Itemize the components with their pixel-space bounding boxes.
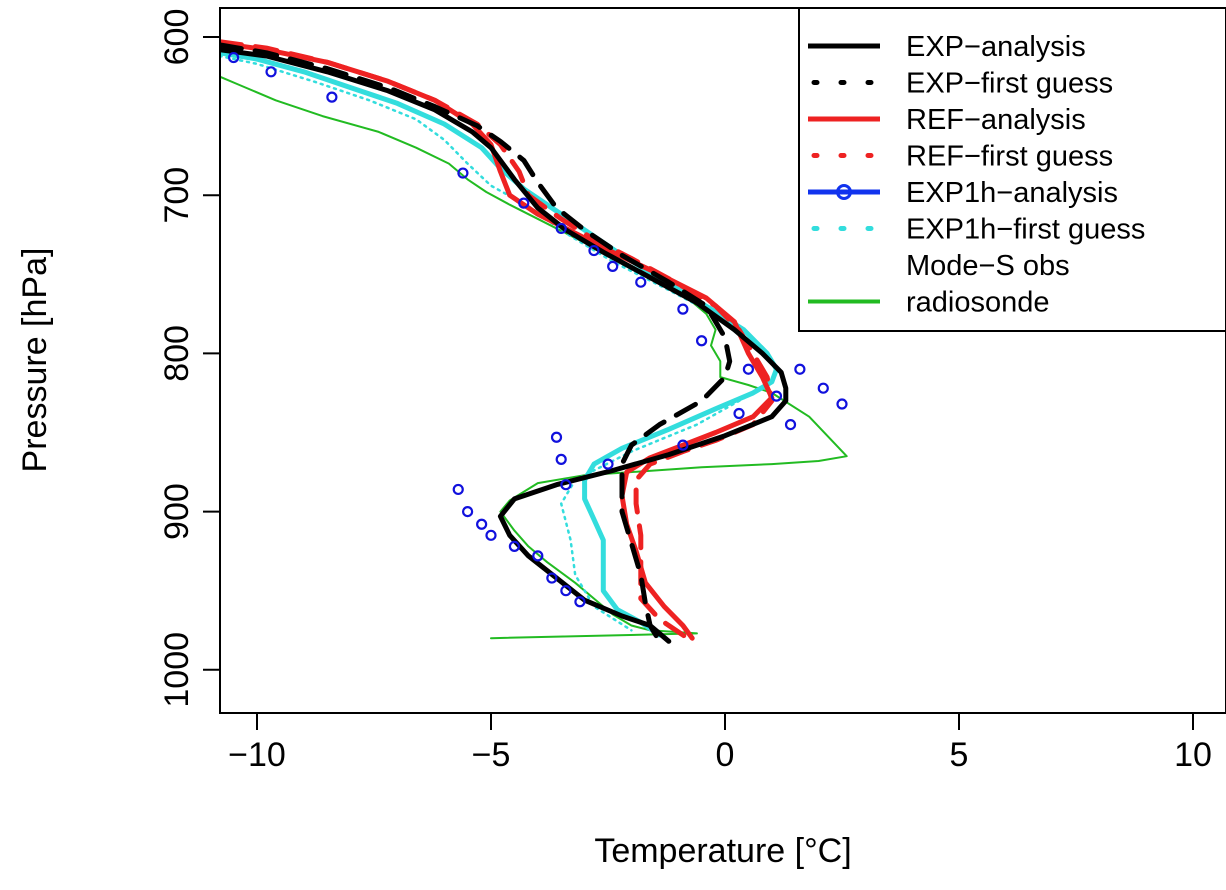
mode-s-obs-point-5	[555, 222, 567, 235]
mode-s-obs-point-31	[574, 596, 586, 608]
x-tick-label-2: 0	[716, 736, 735, 774]
mode-s-obs-point-14	[836, 398, 848, 410]
mode-s-obs-point-6	[588, 244, 600, 257]
y-tick-label-4: 1000	[158, 632, 196, 708]
series-mode-s-obs	[228, 51, 848, 608]
mode-s-obs-point-19	[602, 458, 614, 470]
mode-s-obs-point-20	[555, 453, 567, 465]
plot-frame	[219, 7, 1226, 714]
x-tick-label-3: 5	[950, 736, 969, 774]
mode-s-obs-point-7	[607, 260, 619, 272]
x-tick-label-1: −5	[472, 736, 511, 774]
mode-s-obs-point-21	[560, 479, 572, 491]
legend-label-exp-first-guess: EXP−first guess	[906, 68, 1113, 100]
mode-s-obs-point-27	[508, 540, 521, 553]
legend-label-ref-analysis: REF−analysis	[906, 104, 1086, 136]
mode-s-obs-point-29	[546, 572, 558, 584]
series-line-exp-analysis	[220, 47, 789, 644]
x-tick-label-0: −10	[228, 736, 286, 774]
y-tick-label-3: 900	[158, 483, 196, 540]
y-axis: 600 700 800 900 1000	[158, 9, 220, 708]
y-tick-label-0: 600	[158, 9, 196, 66]
x-axis-title: Temperature [°C]	[594, 832, 851, 870]
legend-box	[798, 7, 1226, 332]
legend-label-exp1h-first-guess: EXP1h−first guess	[906, 214, 1145, 246]
mode-s-obs-point-26	[485, 529, 497, 541]
mode-s-obs-point-9	[677, 303, 689, 315]
y-tick-label-1: 700	[158, 167, 196, 224]
legend: EXP−analysis EXP−first guess REF−analysis R…	[798, 7, 1226, 332]
x-tick-label-4: 10	[1174, 736, 1212, 774]
series-layer	[220, 39, 848, 644]
mode-s-obs-point-17	[733, 407, 745, 420]
y-axis-title: Pressure [hPa]	[16, 248, 54, 473]
legend-label-radiosonde: radiosonde	[906, 287, 1050, 319]
mode-s-obs-point-23	[452, 483, 464, 496]
legend-label-exp-analysis: EXP−analysis	[906, 31, 1086, 63]
mode-s-obs-point-2	[326, 91, 338, 103]
series-line-exp-first-guess	[220, 42, 733, 644]
mode-s-obs-point-8	[635, 276, 647, 288]
mode-s-obs-point-30	[560, 585, 572, 597]
mode-s-obs-point-25	[476, 518, 488, 530]
mode-s-obs-point-22	[550, 431, 563, 443]
legend-label-ref-first-guess: REF−first guess	[906, 141, 1113, 173]
mode-s-obs-point-11	[742, 363, 755, 375]
mode-s-obs-point-13	[817, 382, 829, 394]
mode-s-obs-point-24	[462, 506, 474, 518]
mode-s-obs-point-15	[770, 390, 783, 402]
mode-s-obs-point-16	[784, 418, 797, 431]
mode-s-obs-point-1	[265, 66, 277, 78]
x-axis: −10 −5 0 5 10	[228, 713, 1212, 774]
mode-s-obs-point-0	[228, 51, 240, 64]
legend-label-mode-s-obs: Mode−S obs	[906, 250, 1070, 282]
y-tick-label-2: 800	[158, 325, 196, 382]
mode-s-obs-point-18	[677, 439, 689, 451]
mode-s-obs-point-3	[457, 167, 469, 179]
mode-s-obs-point-4	[518, 197, 530, 209]
mode-s-obs-point-12	[794, 363, 806, 375]
legend-marker-exp1h-analysis	[836, 184, 852, 200]
mode-s-obs-point-10	[695, 335, 708, 347]
legend-label-exp1h-analysis: EXP1h−analysis	[906, 177, 1118, 209]
mode-s-obs-point-28	[532, 550, 544, 562]
